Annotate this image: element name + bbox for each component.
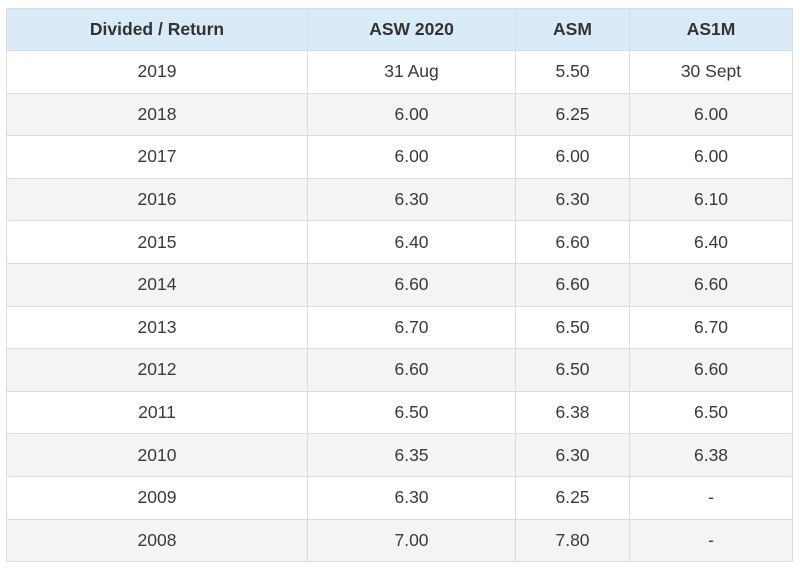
asw-2020-cell: 6.40 bbox=[307, 220, 516, 264]
asm-cell: 6.00 bbox=[515, 135, 630, 179]
dividend-table-container: Divided / Return ASW 2020 ASM AS1M 2019 … bbox=[6, 8, 793, 563]
as1m-cell: 6.50 bbox=[629, 390, 793, 435]
asw-2020-cell: 7.00 bbox=[307, 518, 516, 563]
as1m-cell: 6.70 bbox=[629, 305, 793, 350]
as1m-cell: 6.38 bbox=[629, 433, 793, 477]
asw-2020-cell: 6.30 bbox=[307, 475, 516, 520]
year-cell: 2009 bbox=[6, 475, 308, 520]
as1m-cell: 6.10 bbox=[629, 177, 793, 222]
asw-2020-cell: 6.35 bbox=[307, 433, 516, 477]
year-cell: 2014 bbox=[6, 262, 308, 307]
asw-2020-cell: 6.50 bbox=[307, 390, 516, 435]
table-row: 2011 6.50 6.38 6.50 bbox=[6, 390, 793, 435]
table-row: 2008 7.00 7.80 - bbox=[6, 518, 793, 563]
asw-2020-cell: 6.00 bbox=[307, 135, 516, 179]
asm-cell: 6.50 bbox=[515, 348, 630, 392]
asm-cell: 6.50 bbox=[515, 305, 630, 350]
table-row: 2009 6.30 6.25 - bbox=[6, 475, 793, 520]
asm-cell: 6.30 bbox=[515, 177, 630, 222]
asw-2020-cell: 31 Aug bbox=[307, 50, 516, 94]
as1m-cell: 6.60 bbox=[629, 262, 793, 307]
year-cell: 2018 bbox=[6, 92, 308, 137]
asw-2020-cell: 6.60 bbox=[307, 262, 516, 307]
year-cell: 2017 bbox=[6, 135, 308, 179]
asm-cell: 6.30 bbox=[515, 433, 630, 477]
table-row: 2012 6.60 6.50 6.60 bbox=[6, 348, 793, 392]
asm-cell: 6.38 bbox=[515, 390, 630, 435]
asm-cell: 5.50 bbox=[515, 50, 630, 94]
year-cell: 2019 bbox=[6, 50, 308, 94]
asm-cell: 6.25 bbox=[515, 92, 630, 137]
as1m-cell: 6.00 bbox=[629, 135, 793, 179]
year-cell: 2013 bbox=[6, 305, 308, 350]
table-row: 2017 6.00 6.00 6.00 bbox=[6, 135, 793, 179]
dividend-return-table: Divided / Return ASW 2020 ASM AS1M 2019 … bbox=[6, 8, 793, 563]
table-row: 2016 6.30 6.30 6.10 bbox=[6, 177, 793, 222]
table-row: 2010 6.35 6.30 6.38 bbox=[6, 433, 793, 477]
asw-2020-cell: 6.70 bbox=[307, 305, 516, 350]
year-cell: 2011 bbox=[6, 390, 308, 435]
year-cell: 2016 bbox=[6, 177, 308, 222]
header-asw-2020: ASW 2020 bbox=[307, 8, 516, 51]
table-row: 2019 31 Aug 5.50 30 Sept bbox=[6, 50, 793, 94]
year-cell: 2012 bbox=[6, 348, 308, 392]
as1m-cell: 6.60 bbox=[629, 348, 793, 392]
header-as1m: AS1M bbox=[629, 8, 793, 51]
as1m-cell: 6.00 bbox=[629, 92, 793, 137]
asm-cell: 7.80 bbox=[515, 518, 630, 563]
table-row: 2013 6.70 6.50 6.70 bbox=[6, 305, 793, 350]
table-header: Divided / Return ASW 2020 ASM AS1M bbox=[6, 8, 793, 51]
year-cell: 2010 bbox=[6, 433, 308, 477]
asw-2020-cell: 6.00 bbox=[307, 92, 516, 137]
table-row: 2018 6.00 6.25 6.00 bbox=[6, 92, 793, 137]
table-body: 2019 31 Aug 5.50 30 Sept 2018 6.00 6.25 … bbox=[6, 50, 793, 563]
asm-cell: 6.25 bbox=[515, 475, 630, 520]
as1m-cell: - bbox=[629, 518, 793, 563]
year-cell: 2008 bbox=[6, 518, 308, 563]
year-cell: 2015 bbox=[6, 220, 308, 264]
asm-cell: 6.60 bbox=[515, 220, 630, 264]
header-divided-return: Divided / Return bbox=[6, 8, 308, 51]
header-asm: ASM bbox=[515, 8, 630, 51]
header-row: Divided / Return ASW 2020 ASM AS1M bbox=[6, 8, 793, 51]
asw-2020-cell: 6.30 bbox=[307, 177, 516, 222]
as1m-cell: - bbox=[629, 475, 793, 520]
table-row: 2014 6.60 6.60 6.60 bbox=[6, 262, 793, 307]
asw-2020-cell: 6.60 bbox=[307, 348, 516, 392]
asm-cell: 6.60 bbox=[515, 262, 630, 307]
as1m-cell: 30 Sept bbox=[629, 50, 793, 94]
as1m-cell: 6.40 bbox=[629, 220, 793, 264]
table-row: 2015 6.40 6.60 6.40 bbox=[6, 220, 793, 264]
